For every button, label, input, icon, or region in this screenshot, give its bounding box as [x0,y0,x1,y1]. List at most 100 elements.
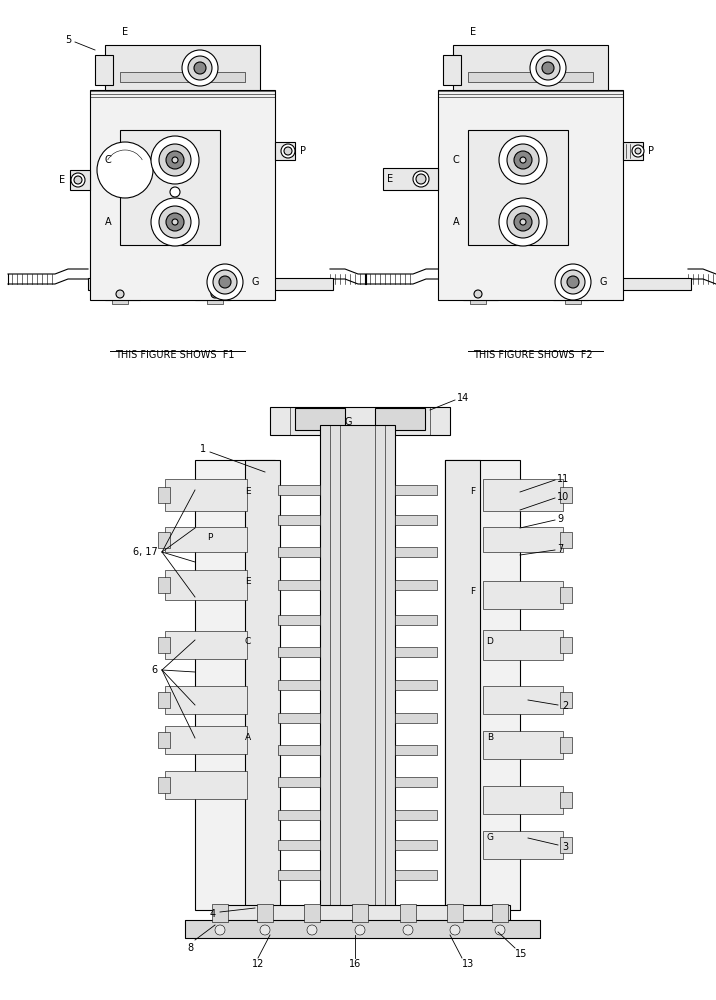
Text: 5: 5 [65,35,71,45]
Circle shape [413,171,429,187]
Text: E: E [59,175,65,185]
Circle shape [507,144,539,176]
Text: 6, 17: 6, 17 [133,547,158,557]
Bar [304,904,320,922]
Bar [395,713,437,723]
Circle shape [159,206,191,238]
Bar [158,637,170,653]
Bar [295,408,345,430]
Text: F: F [470,488,475,496]
Bar [105,45,260,90]
Circle shape [569,290,577,298]
Circle shape [188,56,212,80]
Bar [560,587,572,603]
Bar [165,527,247,552]
Bar [158,732,170,748]
Bar [395,745,437,755]
Bar [352,904,368,922]
Bar [438,90,623,300]
Circle shape [213,270,237,294]
Circle shape [520,157,526,163]
Bar [278,713,320,723]
Circle shape [499,136,547,184]
Circle shape [281,144,295,158]
Bar [443,55,461,85]
Circle shape [530,50,566,86]
Bar [565,300,581,304]
Bar [278,580,320,590]
Text: P: P [648,146,654,156]
Text: E: E [387,174,393,184]
Bar [278,547,320,557]
Circle shape [211,290,219,298]
Bar [395,840,437,850]
Bar [445,460,520,910]
Text: 13: 13 [462,959,474,969]
Bar [560,737,572,753]
Circle shape [542,62,554,74]
Circle shape [166,151,184,169]
Circle shape [450,925,460,935]
Bar [395,777,437,787]
Circle shape [499,198,547,246]
Bar [105,288,140,300]
Text: P: P [300,146,306,156]
Text: C: C [453,155,460,165]
Circle shape [207,264,243,300]
Text: 4: 4 [210,909,216,919]
Bar [278,810,320,820]
Text: THIS FIGURE SHOWS  F2: THIS FIGURE SHOWS F2 [473,350,593,360]
Bar [445,460,480,910]
Bar [483,527,563,552]
Circle shape [194,62,206,74]
Circle shape [536,56,560,80]
Bar [560,792,572,808]
Bar [278,485,320,495]
Bar [195,460,275,910]
Bar [195,288,230,300]
Text: 15: 15 [515,949,527,959]
Text: E: E [122,27,128,37]
Circle shape [403,925,413,935]
Bar [623,142,643,160]
Bar [483,479,563,511]
Bar [553,288,588,300]
Circle shape [71,173,85,187]
Text: 7: 7 [557,544,563,554]
Circle shape [474,290,482,298]
Bar [165,726,247,754]
Bar [560,837,572,853]
Bar [215,905,510,925]
Bar [120,130,220,245]
Bar [278,840,320,850]
Bar [395,615,437,625]
Text: 8: 8 [187,943,193,953]
Text: 2: 2 [562,701,568,711]
Bar [395,547,437,557]
Text: 16: 16 [349,959,361,969]
Bar [270,407,450,435]
Text: E: E [245,578,251,586]
Text: G: G [486,834,493,842]
Text: C: C [105,155,112,165]
Bar [560,487,572,503]
Bar [463,288,498,300]
Bar [278,615,320,625]
Bar [158,577,170,593]
Bar [483,731,563,759]
Circle shape [514,213,532,231]
Text: A: A [453,217,459,227]
Bar [158,487,170,503]
Bar [185,920,540,938]
Circle shape [561,270,585,294]
Text: 12: 12 [252,959,264,969]
Bar [278,680,320,690]
Bar [453,45,608,90]
Bar [400,904,416,922]
Bar [375,408,425,430]
Bar [395,485,437,495]
Circle shape [507,206,539,238]
Bar [468,130,568,245]
Circle shape [632,145,644,157]
Circle shape [151,136,199,184]
